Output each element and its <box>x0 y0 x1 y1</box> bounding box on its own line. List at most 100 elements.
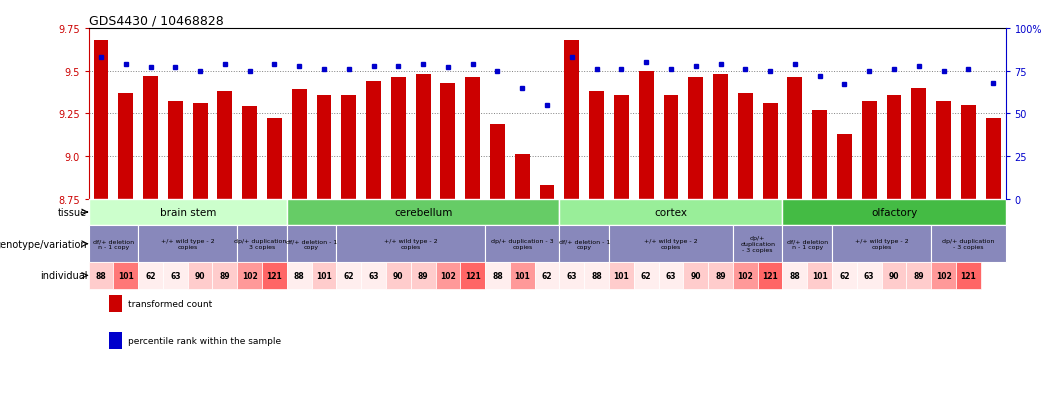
Bar <box>337 226 486 262</box>
Text: 62: 62 <box>344 271 354 280</box>
Bar <box>589 92 604 199</box>
Text: 88: 88 <box>96 271 106 280</box>
Bar <box>436 262 461 289</box>
Text: 121: 121 <box>465 271 480 280</box>
Bar <box>709 262 733 289</box>
Bar <box>461 262 486 289</box>
Text: 62: 62 <box>542 271 552 280</box>
Bar <box>833 226 932 262</box>
Bar <box>168 102 182 199</box>
Bar <box>386 262 411 289</box>
Text: 90: 90 <box>195 271 205 280</box>
Bar <box>609 226 733 262</box>
Bar <box>213 262 238 289</box>
Bar <box>287 226 337 262</box>
Text: 101: 101 <box>515 271 530 280</box>
Bar <box>362 262 386 289</box>
Bar <box>961 105 975 199</box>
Bar <box>783 199 1006 226</box>
Text: 89: 89 <box>914 271 924 280</box>
Bar <box>609 262 634 289</box>
Text: 88: 88 <box>591 271 602 280</box>
Text: 121: 121 <box>267 271 282 280</box>
Text: df/+ deletion - 1
copy: df/+ deletion - 1 copy <box>286 239 338 249</box>
Text: GDS4430 / 10468828: GDS4430 / 10468828 <box>89 15 223 28</box>
Bar <box>560 199 783 226</box>
Text: 63: 63 <box>170 271 180 280</box>
Text: genotype/variation: genotype/variation <box>0 239 88 249</box>
Text: 63: 63 <box>864 271 874 280</box>
Bar <box>907 262 932 289</box>
Text: 88: 88 <box>492 271 503 280</box>
Bar <box>342 95 356 199</box>
Bar <box>833 262 857 289</box>
Text: 90: 90 <box>691 271 701 280</box>
Bar <box>89 226 139 262</box>
Bar <box>287 262 312 289</box>
Bar <box>932 262 956 289</box>
Bar <box>614 95 628 199</box>
Bar <box>540 185 554 199</box>
Text: percentile rank within the sample: percentile rank within the sample <box>128 336 281 345</box>
Bar <box>738 94 752 199</box>
Bar <box>936 102 951 199</box>
Text: 63: 63 <box>567 271 577 280</box>
Text: 102: 102 <box>440 271 455 280</box>
Bar <box>139 226 238 262</box>
Bar <box>317 95 331 199</box>
Text: +/+ wild type - 2
copies: +/+ wild type - 2 copies <box>160 239 215 249</box>
Text: dp/+ duplication
- 3 copies: dp/+ duplication - 3 copies <box>942 239 994 249</box>
Text: 89: 89 <box>715 271 726 280</box>
Text: +/+ wild type - 2
copies: +/+ wild type - 2 copies <box>644 239 698 249</box>
Bar <box>664 95 678 199</box>
Bar <box>119 94 133 199</box>
Text: 102: 102 <box>738 271 753 280</box>
Bar <box>89 262 114 289</box>
Bar <box>639 71 653 199</box>
Text: df/+ deletion
n - 1 copy: df/+ deletion n - 1 copy <box>93 239 134 249</box>
Bar <box>887 95 901 199</box>
Bar <box>94 41 108 199</box>
Bar <box>585 262 609 289</box>
Text: 62: 62 <box>145 271 155 280</box>
Bar <box>238 262 262 289</box>
Text: 62: 62 <box>839 271 849 280</box>
Bar <box>366 82 381 199</box>
Text: df/+ deletion - 1
copy: df/+ deletion - 1 copy <box>559 239 610 249</box>
Bar <box>783 226 833 262</box>
Bar <box>857 262 882 289</box>
Bar <box>267 119 282 199</box>
Bar <box>560 262 585 289</box>
Bar <box>139 262 163 289</box>
Bar <box>634 262 659 289</box>
Bar <box>262 262 287 289</box>
Bar <box>733 226 783 262</box>
Bar <box>713 75 728 199</box>
Bar <box>783 262 808 289</box>
Text: olfactory: olfactory <box>871 207 917 218</box>
Bar <box>684 262 709 289</box>
Text: 102: 102 <box>936 271 951 280</box>
Bar <box>287 199 560 226</box>
Bar <box>986 119 1000 199</box>
Bar <box>837 135 852 199</box>
Bar <box>188 262 213 289</box>
Text: 88: 88 <box>294 271 304 280</box>
Bar <box>758 262 783 289</box>
Text: cortex: cortex <box>654 207 688 218</box>
Bar <box>515 155 529 199</box>
Bar <box>411 262 436 289</box>
Text: 63: 63 <box>666 271 676 280</box>
Bar <box>312 262 337 289</box>
Bar <box>163 262 188 289</box>
Bar <box>788 78 802 199</box>
Text: 101: 101 <box>614 271 629 280</box>
Bar <box>932 226 1006 262</box>
Text: 63: 63 <box>368 271 379 280</box>
Text: dp/+ duplication - 3
copies: dp/+ duplication - 3 copies <box>491 239 553 249</box>
Bar <box>862 102 876 199</box>
Bar <box>535 262 560 289</box>
Bar <box>292 90 306 199</box>
Bar <box>466 78 480 199</box>
Text: 90: 90 <box>393 271 403 280</box>
